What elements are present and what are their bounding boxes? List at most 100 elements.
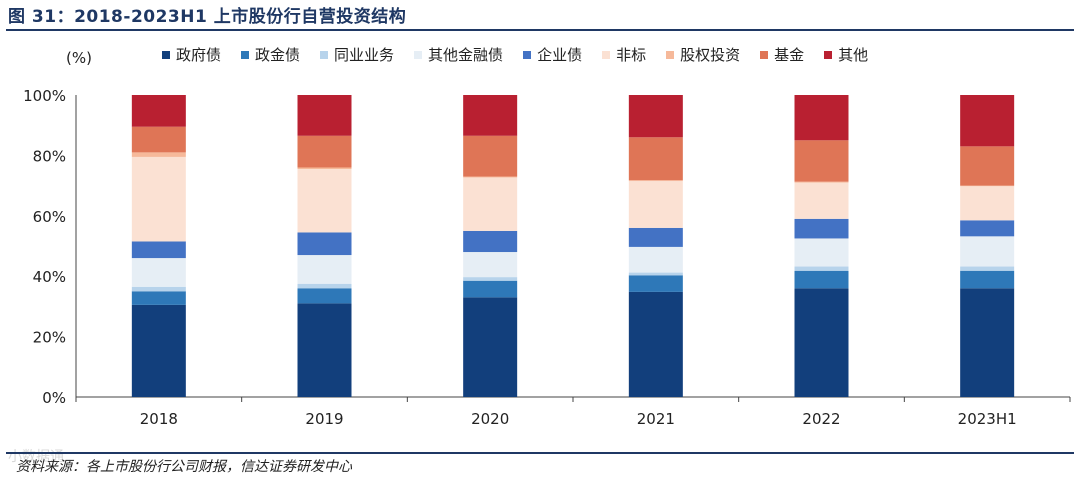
legend-item: 股权投资: [666, 44, 740, 65]
x-tick-label: 2023H1: [958, 410, 1017, 428]
legend-swatch: [760, 50, 769, 59]
legend-label: 基金: [774, 46, 805, 64]
bottom-rule: [6, 452, 1074, 454]
bar-segment: [463, 297, 518, 397]
bar-segment: [131, 156, 186, 242]
bar-segment: [960, 186, 1015, 221]
legend-swatch: [523, 50, 532, 59]
bar-segment: [628, 291, 683, 397]
bar-segment: [628, 272, 683, 276]
bar-segment: [628, 181, 683, 228]
bar-segment: [463, 176, 518, 178]
legend-item: 基金: [760, 44, 804, 65]
bar-segment: [463, 280, 518, 298]
legend-item: 其他金融债: [414, 44, 503, 65]
bar-segment: [628, 137, 683, 181]
y-tick-label: 40%: [33, 268, 66, 286]
bar-segment: [794, 270, 849, 289]
legend-item: 其他: [824, 44, 868, 65]
x-tick-label: 2021: [637, 410, 675, 428]
bar-segment: [463, 252, 518, 278]
bar-segment: [628, 246, 683, 273]
bar-segment: [960, 266, 1015, 271]
bar-segment: [131, 258, 186, 287]
legend-swatch: [414, 50, 423, 59]
legend-label: 企业债: [537, 46, 583, 64]
x-tick-label: 2022: [802, 410, 840, 428]
y-tick-label: 100%: [23, 87, 66, 105]
bar-segment: [794, 238, 849, 267]
bar-segment: [960, 270, 1015, 289]
bar-segment: [794, 182, 849, 219]
bar-segment: [131, 286, 186, 292]
bar-segment: [628, 227, 683, 247]
bar-segment: [131, 152, 186, 157]
bar-segment: [463, 177, 518, 231]
bar-segment: [131, 291, 186, 305]
y-tick-label: 60%: [33, 208, 66, 226]
bar-segment: [297, 167, 352, 169]
legend-swatch: [320, 50, 329, 59]
legend-label: 政府债: [176, 46, 222, 64]
legend-label: 政金债: [255, 46, 301, 64]
bar-segment: [463, 230, 518, 253]
legend-item: 非标: [602, 44, 646, 65]
bar-segment: [297, 168, 352, 233]
x-tick-label: 2019: [305, 410, 343, 428]
legend-swatch: [162, 50, 170, 59]
legend-swatch: [602, 50, 611, 59]
legend-swatch: [666, 50, 675, 59]
bar-segment: [131, 95, 186, 127]
bar-segment: [297, 232, 352, 256]
bar-segment: [297, 95, 352, 136]
x-tick-label: 2018: [140, 410, 178, 428]
bar-segment: [794, 95, 849, 141]
bar-segment: [628, 180, 683, 182]
legend-swatch: [241, 50, 250, 59]
bar-segment: [960, 236, 1015, 267]
legend-item: 政金债: [241, 44, 300, 65]
bar-segment: [131, 126, 186, 153]
bar-segment: [131, 304, 186, 397]
unit-label: (%): [66, 49, 92, 67]
bar-segment: [297, 283, 352, 289]
bar-segment: [794, 266, 849, 271]
y-tick-label: 0%: [42, 389, 66, 407]
bar-segment: [628, 275, 683, 292]
title-rule: [6, 29, 1074, 31]
legend-item: 企业债: [523, 44, 582, 65]
legend-label: 股权投资: [680, 46, 741, 64]
y-tick-label: 80%: [33, 147, 66, 165]
bar-segment: [794, 218, 849, 239]
bar-segment: [297, 255, 352, 284]
bar-segment: [794, 140, 849, 182]
bar-segment: [960, 220, 1015, 237]
legend-label: 同业业务: [334, 46, 395, 64]
bar-segment: [960, 288, 1015, 397]
figure-title: 图 31：2018-2023H1 上市股份行自营投资结构: [8, 7, 407, 27]
bar-segment: [794, 288, 849, 397]
bar-segment: [628, 95, 683, 138]
y-tick-label: 20%: [33, 329, 66, 347]
bar-segment: [463, 277, 518, 281]
legend-label: 其他金融债: [428, 46, 504, 64]
bar-segment: [463, 95, 518, 136]
legend-item: 同业业务: [320, 44, 394, 65]
legend-label: 非标: [616, 46, 647, 64]
bar-segment: [960, 146, 1015, 186]
source-note: 资料来源：各上市股份行公司财报，信达证券研发中心: [16, 459, 352, 475]
legend-item: 政府债: [162, 44, 221, 65]
bar-segment: [960, 95, 1015, 147]
bar-segment: [131, 241, 186, 259]
legend-label: 其他: [838, 46, 869, 64]
bar-segment: [960, 185, 1015, 187]
bar-segment: [463, 135, 518, 177]
bar-segment: [297, 288, 352, 304]
bar-segment: [297, 135, 352, 168]
bar-segment: [297, 303, 352, 397]
legend: 政府债 政金债 同业业务 其他金融债 企业债 非标 股权投资 基金 其他: [162, 44, 888, 65]
legend-swatch: [824, 50, 833, 59]
x-tick-label: 2020: [471, 410, 509, 428]
bar-segment: [794, 181, 849, 183]
